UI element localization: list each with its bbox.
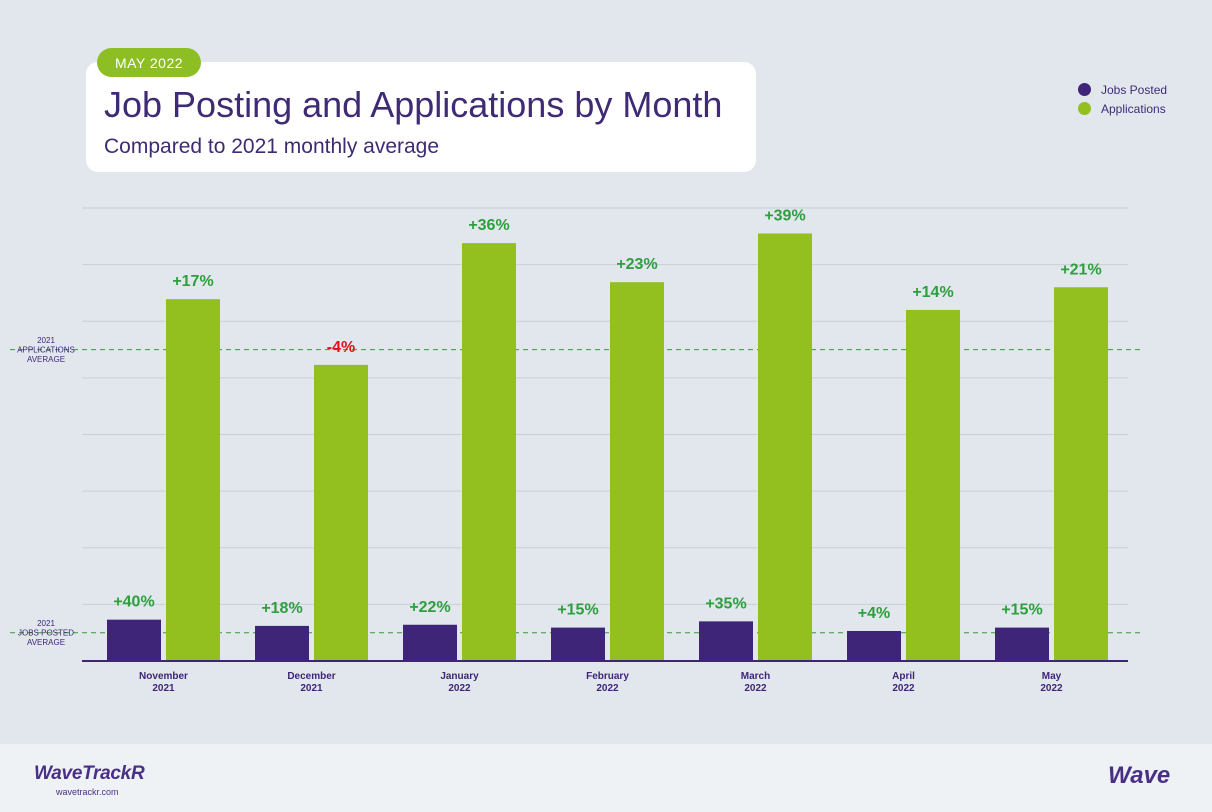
bar-applications (462, 243, 516, 662)
bar-jobs-posted (255, 625, 309, 661)
x-tick-label: November (139, 671, 188, 682)
legend-item-jobs-posted: Jobs Posted (1078, 80, 1167, 99)
bar-jobs-posted (847, 630, 901, 661)
x-tick-label: 2022 (448, 683, 471, 694)
chart-subtitle: Compared to 2021 monthly average (104, 135, 440, 158)
bar-jobs-posted (403, 624, 457, 661)
footer: WaveTrackR wavetrackr.com Wave (0, 744, 1212, 812)
data-label-applications: +36% (468, 217, 509, 234)
data-label-jobs-posted: +35% (705, 595, 746, 612)
grid-lines (82, 207, 1128, 605)
data-label-jobs-posted: +18% (261, 600, 302, 617)
x-tick-label: 2022 (596, 683, 619, 694)
legend-label-jobs-posted: Jobs Posted (1101, 82, 1168, 97)
x-tick-label: 2021 (300, 683, 323, 694)
bar-jobs-posted (699, 621, 753, 661)
x-tick-label: 2022 (1040, 683, 1063, 694)
data-label-applications: +21% (1060, 261, 1101, 278)
bar-applications (166, 299, 220, 661)
x-axis-tick-labels: November2021December2021January2022Febru… (139, 671, 1063, 694)
data-label-applications: +14% (912, 284, 953, 301)
data-label-jobs-posted: +22% (409, 599, 450, 616)
data-label-applications: +17% (172, 273, 213, 290)
legend: Jobs Posted Applications (1078, 80, 1167, 118)
bar-applications (610, 282, 664, 661)
bar-applications (1054, 287, 1108, 661)
x-tick-label: 2022 (744, 683, 767, 694)
legend-swatch-jobs-posted (1078, 83, 1091, 96)
data-label-jobs-posted: +40% (113, 594, 154, 611)
wavetrackr-url: wavetrackr.com (56, 787, 119, 797)
legend-label-applications: Applications (1101, 101, 1166, 116)
x-tick-label: December (287, 671, 335, 682)
x-tick-label: April (892, 671, 915, 682)
x-tick-label: May (1042, 671, 1062, 682)
bar-applications (314, 364, 368, 661)
wavetrackr-logo: WaveTrackR (34, 763, 145, 784)
data-labels: +40% +17% +18% -4% +22% +36% +15% +23% +35% +39% +… (113, 207, 1101, 622)
data-label-jobs-posted: +15% (1001, 602, 1042, 619)
title-card (86, 62, 756, 172)
data-label-jobs-posted: +4% (858, 605, 890, 622)
x-tick-label: 2021 (152, 683, 175, 694)
reference-label-1: JOBS POSTED (18, 629, 74, 638)
bars (107, 233, 1108, 662)
reference-label-0: 2021 (37, 336, 55, 345)
data-label-applications: +23% (616, 256, 657, 273)
data-label-applications: -4% (327, 339, 355, 356)
bar-jobs-posted (995, 627, 1049, 661)
chart-title: Job Posting and Applications by Month (104, 84, 723, 125)
reference-label-0: APPLICATIONS (17, 346, 75, 355)
x-tick-label: February (586, 671, 629, 682)
month-badge: MAY 2022 (97, 48, 201, 77)
wave-logo: Wave (1108, 762, 1171, 789)
legend-item-applications: Applications (1078, 99, 1167, 118)
x-tick-label: 2022 (892, 683, 915, 694)
bar-applications (906, 309, 960, 661)
bar-applications (758, 233, 812, 661)
reference-label-0: AVERAGE (27, 355, 65, 364)
legend-swatch-applications (1078, 102, 1091, 115)
x-tick-label: January (440, 671, 479, 682)
bar-jobs-posted (551, 627, 605, 661)
x-tick-label: March (741, 671, 770, 682)
bar-jobs-posted (107, 619, 161, 661)
data-label-applications: +39% (764, 207, 805, 224)
data-label-jobs-posted: +15% (557, 602, 598, 619)
reference-label-1: AVERAGE (27, 638, 65, 647)
reference-label-1: 2021 (37, 619, 55, 628)
